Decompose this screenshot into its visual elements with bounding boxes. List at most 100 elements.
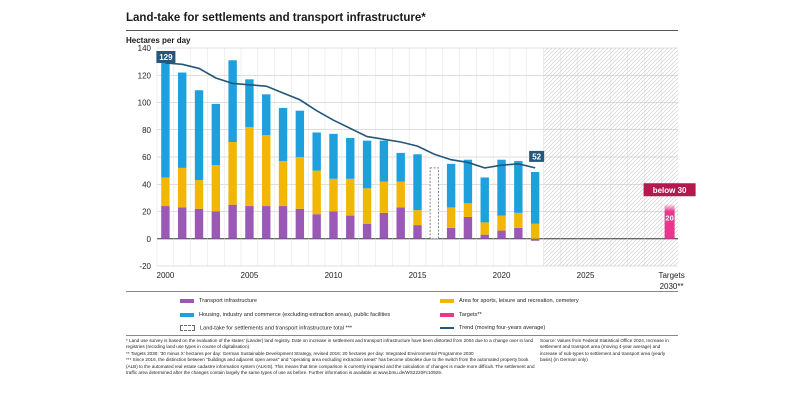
y-tick-label: 40 — [142, 180, 151, 189]
x-tick-label-targets: Targets — [658, 271, 684, 280]
legend-label-housing: Housing, industry and commerce (excludin… — [199, 312, 391, 318]
bar-segment-housing — [194, 90, 204, 181]
bar-segment-housing — [312, 132, 321, 171]
y-tick-label: -20 — [139, 262, 151, 271]
y-tick-label: 20 — [142, 208, 151, 217]
x-tick-label: 2020 — [493, 271, 511, 280]
y-tick-label: 80 — [142, 126, 151, 135]
legend-label-sports: Area for sports, leisure and recreation,… — [459, 298, 579, 304]
bar-segment-transport — [514, 227, 523, 239]
bar-segment-housing — [178, 72, 187, 168]
legend-label-transport: Transport infrastructure — [199, 298, 257, 304]
bar-segment-transport — [463, 216, 473, 239]
x-tick-label: 2025 — [577, 271, 595, 280]
y-tick-labels: -20 0 20 40 60 80 100 120 140 — [138, 44, 152, 271]
bar-segment-housing — [211, 103, 221, 166]
legend-swatch-total — [180, 325, 195, 331]
bar-segment-sports — [278, 161, 288, 207]
bar-segment-sports — [530, 223, 540, 239]
target-range-badge — [643, 183, 696, 197]
bar-segment-sports — [379, 181, 389, 213]
chart-title: Land-take for settlements and transport … — [126, 12, 426, 24]
bar-segment-housing — [262, 94, 271, 136]
legend-swatch-housing — [180, 312, 194, 317]
bar-segment-transport — [379, 212, 389, 239]
y-tick-label: 60 — [142, 153, 151, 162]
target-value-label: 20 — [665, 214, 673, 223]
bar-segment-sports — [211, 165, 221, 212]
bar-segment-housing — [396, 152, 405, 182]
bar-segment-transport — [211, 211, 221, 239]
bar-segment-housing — [346, 137, 355, 179]
bar-segment-transport — [413, 225, 422, 239]
bar-segment-sports — [480, 222, 489, 235]
footnote-2: ** Targets 2030: '30 minus X' hectares p… — [126, 350, 474, 356]
bar-segment-housing — [514, 161, 523, 213]
x-tick-labels: 2000 2005 2010 2015 2020 2025 Targets 2030** — [157, 271, 685, 291]
legend-item-total: Land-take for settlements and transport … — [180, 325, 352, 331]
legend-swatch-transport — [180, 298, 194, 303]
y-tick-label: 140 — [138, 44, 152, 53]
bar-segment-transport — [161, 206, 170, 239]
legend-item-sports: Area for sports, leisure and recreation,… — [440, 298, 579, 304]
bar-segment-housing — [497, 159, 506, 216]
bar-segment-housing — [329, 133, 338, 179]
source-note: Source: Values from Federal Statistical … — [540, 338, 669, 363]
legend-top-rule — [126, 291, 678, 292]
x-tick-label: 2015 — [409, 271, 427, 280]
target-gradient-bar — [664, 203, 675, 212]
bar-segment-transport — [194, 208, 204, 239]
bar-segment-sports — [228, 142, 237, 205]
trend-end-badge — [529, 150, 545, 162]
footnote-1: * Land use survey is based on the evalua… — [126, 338, 534, 350]
bar-segment-sports — [312, 170, 321, 215]
bar-segment-transport — [446, 227, 456, 239]
x-tick-label: 2005 — [241, 271, 259, 280]
bar-segment-transport — [295, 208, 305, 239]
bar-segment-transport — [228, 204, 237, 239]
trend-line: 129 52 — [156, 50, 545, 169]
bar-segment-housing — [295, 110, 305, 157]
footnote-3: *** Since 2016, the distinction between … — [126, 357, 535, 376]
bar-segment-sports — [362, 188, 372, 224]
bar-segment-sports — [514, 212, 523, 228]
legend-item-housing: Housing, industry and commerce (excludin… — [180, 312, 390, 318]
legend-swatch-sports — [440, 298, 454, 303]
legend-item-trend: Trend (moving four-years average) — [440, 325, 545, 331]
bars — [161, 60, 540, 241]
bar-segment-housing — [228, 60, 237, 143]
bar-segment-sports — [245, 127, 254, 207]
bar-segment-transport — [312, 214, 321, 239]
bar-segment-transport — [278, 206, 288, 239]
bar-segment-housing — [245, 79, 254, 128]
bar-segment-sports — [295, 157, 305, 209]
bar-segment-sports — [497, 215, 506, 231]
y-axis-label: Hectares per day — [126, 36, 191, 45]
bar-segment-sports — [463, 203, 473, 217]
y-tick-label: 100 — [138, 99, 152, 108]
x-tick-label: 2010 — [325, 271, 343, 280]
bar-segment-transport — [178, 207, 187, 239]
trend-start-label: 129 — [159, 53, 173, 62]
legend-swatch-targets — [440, 312, 454, 317]
x-tick-label: 2000 — [157, 271, 175, 280]
bar-segment-housing — [446, 163, 456, 208]
footnotes: * Land use survey is based on the evalua… — [126, 338, 536, 376]
bar-segment-transport — [329, 211, 338, 239]
target-range-label: below 30 — [653, 186, 687, 195]
bar-segment-sports — [178, 167, 187, 208]
bar-segment-transport — [530, 238, 540, 241]
bar-segment-housing — [278, 107, 288, 162]
bar-segment-sports — [161, 177, 170, 207]
target-bar — [664, 211, 675, 239]
bar-segment-housing — [530, 171, 540, 224]
bar-segment-transport — [497, 230, 506, 239]
bar-segment-sports — [396, 181, 405, 208]
bar-segment-housing — [463, 159, 473, 204]
bar-segment-transport — [362, 223, 372, 239]
bar-segment-housing — [161, 61, 170, 178]
legend-item-transport: Transport infrastructure — [180, 298, 257, 304]
trend-end-label: 52 — [532, 152, 541, 161]
y-tick-label: 120 — [138, 71, 152, 80]
bar-segment-sports — [262, 135, 271, 207]
